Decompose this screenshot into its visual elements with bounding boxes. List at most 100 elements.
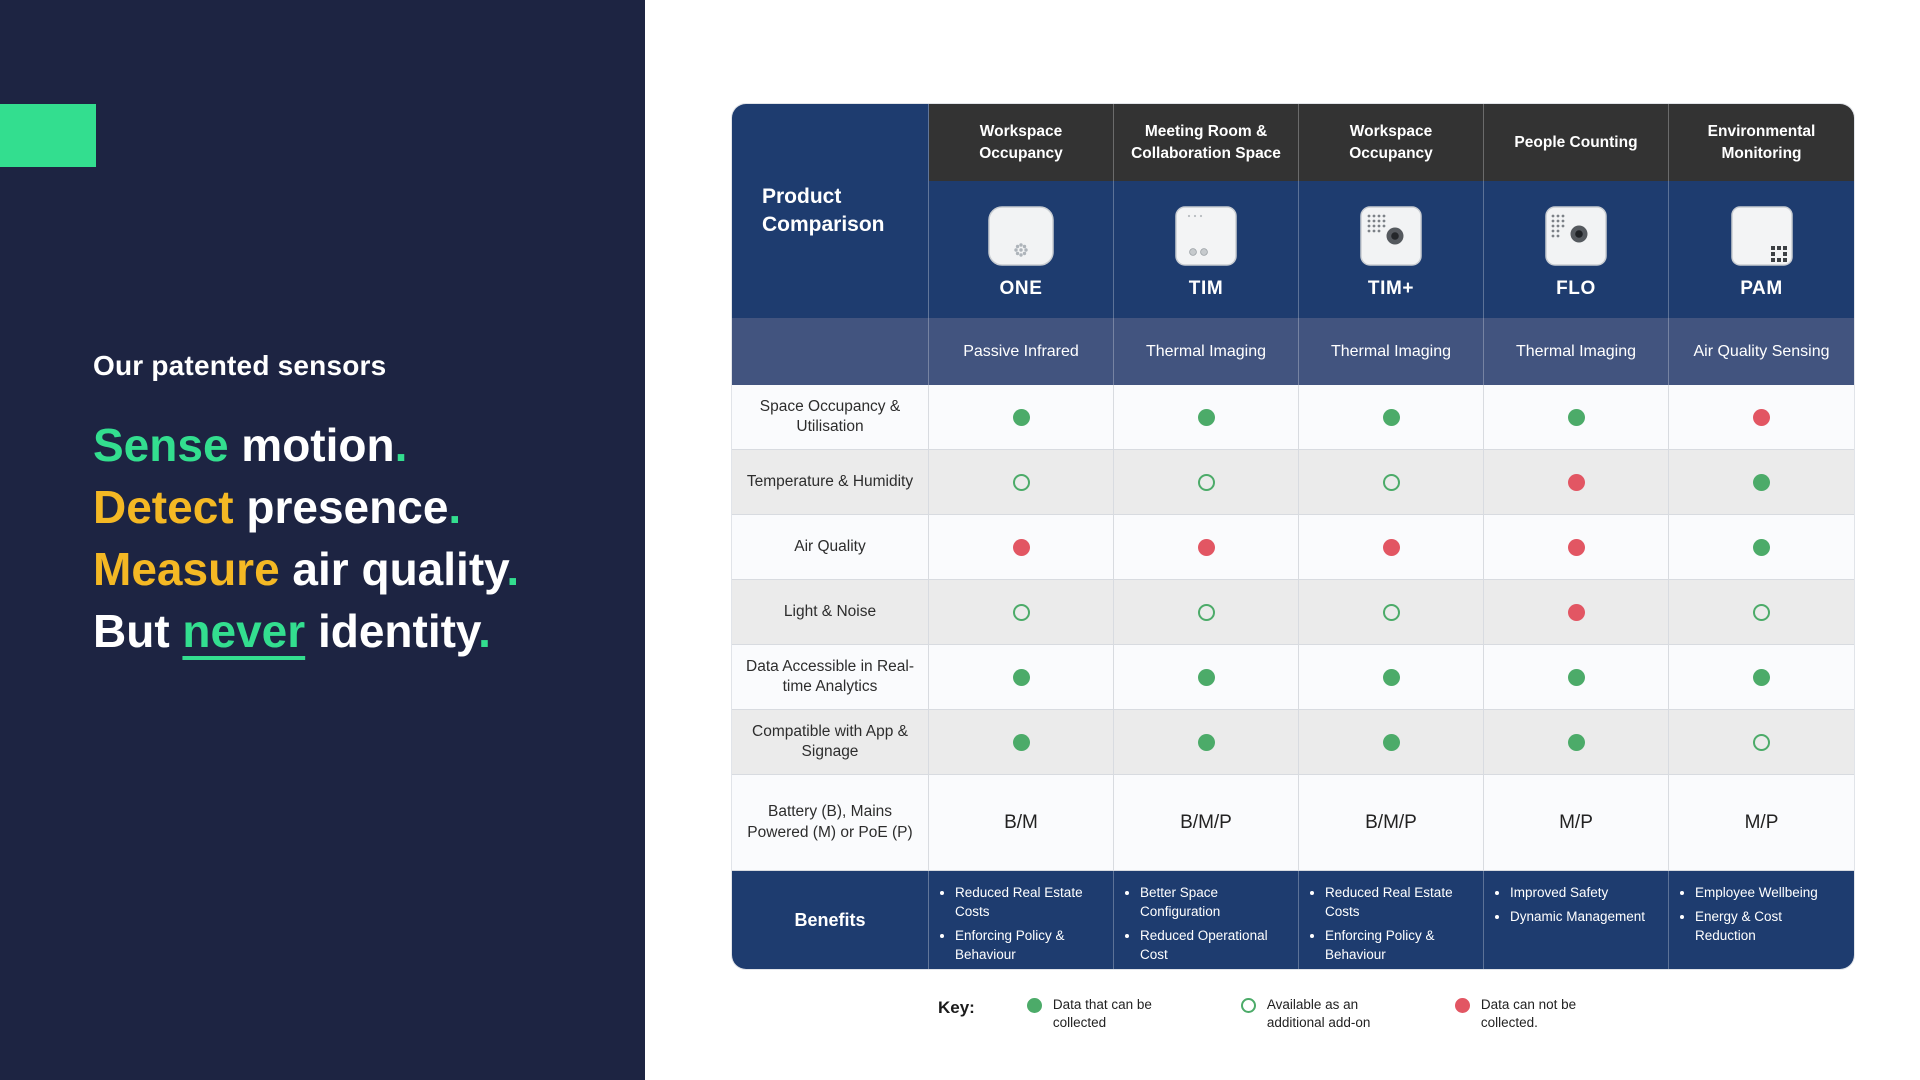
product-cell-pam: PAM	[1669, 181, 1854, 318]
status-dot	[1382, 603, 1400, 621]
headline-line-4: But never identity.	[93, 600, 633, 662]
status-dot	[1753, 603, 1770, 621]
benefit-item: Energy & Cost Reduction	[1695, 908, 1846, 946]
benefits-list: Improved Safety Dynamic Management	[1492, 884, 1645, 932]
product-name: PAM	[1740, 277, 1783, 299]
feature-cell	[929, 515, 1114, 580]
headline-word: motion	[228, 419, 395, 471]
headline-word: never	[182, 605, 306, 657]
benefit-item: Employee Wellbeing	[1695, 884, 1846, 903]
status-dot	[1753, 733, 1770, 751]
category-label: Workspace Occupancy	[979, 122, 1063, 162]
benefits-cell-tim-plus: Reduced Real Estate Costs Enforcing Polic…	[1299, 871, 1484, 969]
feature-cell	[1114, 515, 1299, 580]
status-dot	[1197, 603, 1215, 621]
status-dot	[1567, 473, 1585, 491]
legend-dot-collected-icon	[1026, 998, 1042, 1013]
status-dot	[1382, 733, 1400, 751]
benefit-item: Enforcing Policy & Behaviour	[1325, 927, 1475, 965]
sensing-label: Thermal Imaging	[1145, 342, 1267, 360]
feature-cell	[929, 450, 1114, 515]
row-label: Temperature & Humidity	[732, 450, 929, 515]
row-label-power: Battery (B), Mains Powered (M) or PoE (P…	[732, 775, 929, 871]
headline-word: Detect	[93, 481, 234, 533]
headline-word: But	[93, 605, 183, 657]
power-cell: M/P	[1484, 775, 1669, 871]
feature-cell	[1114, 645, 1299, 710]
benefits-cell-tim: Better Space Configuration Reduced Operat…	[1114, 871, 1299, 969]
legend: Key: Data that can be collected Availabl…	[938, 996, 1669, 1031]
status-dot	[1567, 408, 1585, 426]
status-dot	[1567, 538, 1585, 556]
status-dot	[1382, 668, 1400, 686]
headline-word: .	[478, 605, 491, 657]
sensing-label: Passive Infrared	[963, 342, 1079, 360]
benefits-row-label: Benefits	[732, 871, 929, 969]
accent-block	[0, 104, 96, 167]
power-value: B/M/P	[1365, 811, 1417, 833]
feature-cell	[1669, 515, 1854, 580]
headline-word: .	[448, 481, 462, 533]
headline-word: identity	[305, 605, 479, 657]
column-category-tim: Meeting Room & Collaboration Space	[1114, 104, 1299, 181]
feature-cell	[1299, 710, 1484, 775]
column-category-tim-plus: Workspace Occupancy	[1299, 104, 1484, 181]
headline-copy: Our patented sensors Sense motion. Detec…	[93, 350, 633, 662]
benefit-item: Dynamic Management	[1510, 908, 1645, 927]
status-dot	[1382, 538, 1400, 556]
sensing-label: Thermal Imaging	[1515, 342, 1637, 360]
feature-cell	[1484, 385, 1669, 450]
device-tim-plus-photo	[1354, 204, 1428, 268]
product-name: TIM	[1188, 277, 1224, 299]
left-panel: Our patented sensors Sense motion. Detec…	[0, 0, 645, 1080]
sensing-type: Air Quality Sensing	[1669, 318, 1854, 385]
headline-word: .	[506, 543, 520, 595]
row-label: Air Quality	[732, 515, 929, 580]
benefit-item: Improved Safety	[1510, 884, 1645, 903]
feature-cell	[929, 385, 1114, 450]
legend-title: Key:	[938, 998, 975, 1017]
device-tim-photo	[1169, 204, 1243, 268]
headline-word: .	[394, 419, 408, 471]
sensing-label: Thermal Imaging	[1330, 342, 1452, 360]
feature-cell	[1669, 450, 1854, 515]
legend-text: Data can not be collected.	[1480, 997, 1577, 1030]
sensing-type: Thermal Imaging	[1299, 318, 1484, 385]
benefit-item: Reduced Real Estate Costs	[1325, 884, 1475, 922]
benefit-item: Reduced Operational Cost	[1140, 927, 1290, 965]
sensing-type: Passive Infrared	[929, 318, 1114, 385]
feature-cell	[1299, 580, 1484, 645]
status-dot	[1382, 408, 1400, 426]
legend-text: Available as an additional add-on	[1266, 997, 1371, 1030]
feature-cell	[929, 710, 1114, 775]
headline-word: presence	[233, 481, 449, 533]
feature-cell	[1484, 450, 1669, 515]
benefit-item: Reduced Real Estate Costs	[955, 884, 1105, 922]
status-dot	[1012, 668, 1030, 686]
product-cell-tim-plus: TIM+	[1299, 181, 1484, 318]
table-corner-title: Product Comparison	[732, 104, 929, 318]
row-label: Data Accessible in Real-time Analytics	[732, 645, 929, 710]
feature-cell	[1669, 580, 1854, 645]
status-dot	[1197, 473, 1215, 491]
feature-cell	[929, 580, 1114, 645]
product-cell-one: ONE	[929, 181, 1114, 318]
product-comparison-table: Product Comparison Workspace Occupancy M…	[732, 104, 1854, 969]
feature-cell	[1669, 710, 1854, 775]
status-dot	[1567, 733, 1585, 751]
headline-line-1: Sense motion.	[93, 414, 633, 476]
status-dot	[1197, 408, 1215, 426]
status-dot	[1382, 473, 1400, 491]
intro-text: Our patented sensors	[93, 350, 387, 381]
feature-cell	[1484, 645, 1669, 710]
status-dot	[1012, 733, 1030, 751]
benefit-item: Better Space Configuration	[1140, 884, 1290, 922]
feature-cell	[1669, 385, 1854, 450]
column-category-flo: People Counting	[1484, 104, 1669, 181]
status-dot	[1012, 538, 1030, 556]
benefits-cell-pam: Employee Wellbeing Energy & Cost Reductio…	[1669, 871, 1854, 969]
feature-cell	[1114, 710, 1299, 775]
category-label: Workspace Occupancy	[1349, 122, 1433, 162]
benefits-list: Reduced Real Estate Costs Enforcing Polic…	[1307, 884, 1475, 969]
power-value: B/M	[1004, 811, 1038, 833]
